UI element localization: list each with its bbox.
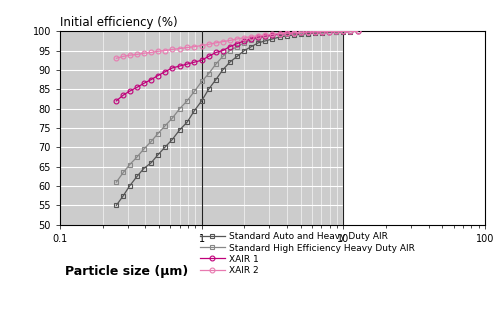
Text: Particle size (μm): Particle size (μm) [65, 265, 188, 278]
Text: Initial efficiency (%): Initial efficiency (%) [60, 16, 178, 29]
Legend: Standard Auto and Heavy Duty AIR, Standard High Efficiency Heavy Duty AIR, XAIR : Standard Auto and Heavy Duty AIR, Standa… [200, 232, 415, 275]
Bar [344, 31, 485, 225]
